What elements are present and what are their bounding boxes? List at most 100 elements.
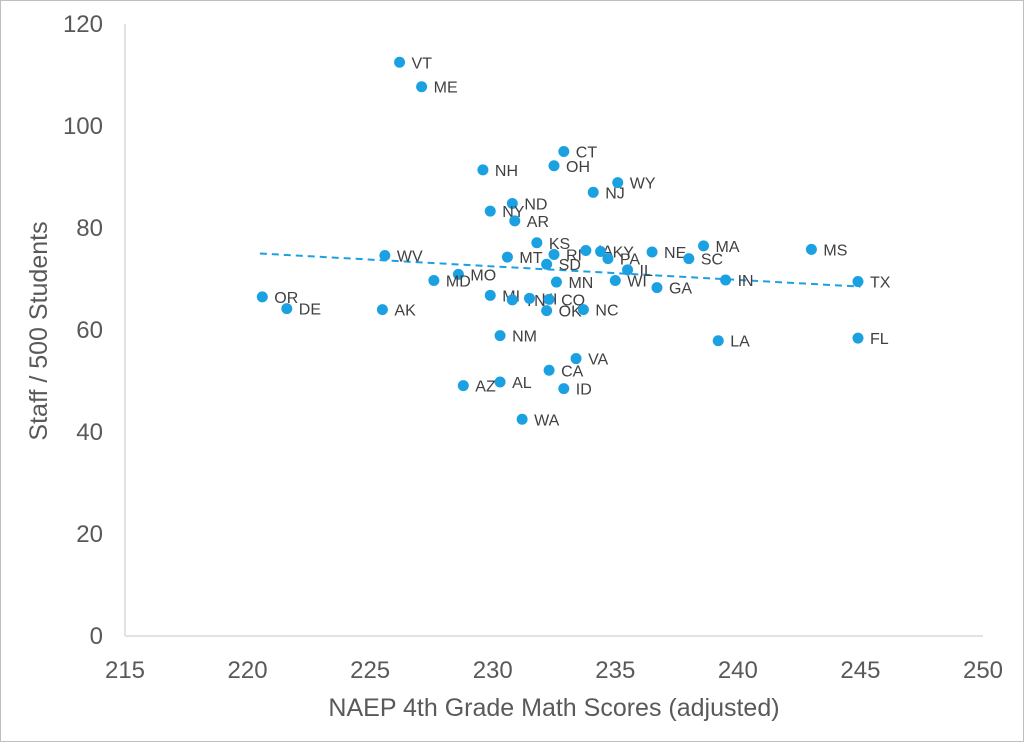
point-label: ND (524, 197, 547, 214)
data-point (558, 146, 570, 157)
data-points: VTMECTOHNHWYNJNDNYARKSMAMSRIIAKYNEWVMTPA… (256, 55, 891, 429)
data-point (550, 276, 562, 288)
data-point (651, 282, 663, 294)
data-point (577, 304, 589, 316)
point-label: NH (495, 163, 518, 180)
x-tick-label: 220 (228, 657, 268, 684)
point-label: AZ (475, 379, 496, 396)
data-point (548, 249, 560, 261)
x-tick-label: 215 (105, 657, 145, 684)
point-label: AL (512, 375, 532, 392)
point-label: PA (620, 252, 640, 269)
data-point (609, 275, 621, 287)
point-label: NJ (605, 185, 625, 202)
x-tick-labels: 215 220 225 230 235 240 245 250 (105, 657, 1003, 684)
point-label: VT (412, 55, 433, 72)
data-point (376, 304, 388, 316)
data-point (683, 253, 695, 265)
data-point (580, 244, 592, 256)
point-label: IL (640, 263, 653, 280)
point-label: AR (527, 214, 549, 231)
data-point (523, 292, 535, 304)
data-point (416, 81, 428, 93)
point-label: MD (446, 274, 471, 291)
point-label: MN (568, 275, 593, 292)
point-label: DE (299, 302, 321, 319)
point-label: NY (502, 204, 525, 221)
point-label: OK (559, 304, 582, 321)
point-label: MA (716, 239, 740, 256)
y-axis-title: Staff / 500 Students (25, 221, 53, 440)
point-label: OH (566, 159, 590, 176)
data-point (484, 205, 496, 217)
x-tick-label: 240 (718, 657, 758, 684)
data-point (477, 164, 489, 176)
y-tick-labels: 0 20 40 60 80 100 120 (63, 11, 103, 650)
data-point (541, 258, 553, 270)
data-point (531, 237, 543, 249)
point-label: FL (870, 331, 889, 348)
data-point (720, 274, 732, 286)
data-point (543, 293, 555, 305)
data-point (558, 383, 570, 395)
data-point (595, 245, 607, 257)
data-point (394, 56, 406, 68)
point-label: LA (730, 334, 750, 351)
y-tick-label: 120 (63, 11, 103, 38)
y-tick-label: 100 (63, 113, 103, 140)
x-tick-label: 235 (595, 657, 635, 684)
point-label: ME (434, 80, 458, 97)
trendline (259, 252, 861, 288)
x-tick-label: 230 (473, 657, 513, 684)
point-label: OR (274, 290, 298, 307)
x-tick-label: 250 (963, 657, 1003, 684)
x-tick-label: 225 (350, 657, 390, 684)
point-label: WA (534, 412, 560, 429)
y-tick-label: 40 (76, 419, 103, 446)
point-label: MO (470, 267, 496, 284)
data-point (428, 275, 440, 287)
point-label: RI (566, 248, 582, 265)
data-point (602, 253, 614, 265)
y-tick-label: 80 (76, 215, 103, 242)
axes (124, 24, 983, 637)
point-label: WY (630, 176, 656, 193)
data-point (622, 264, 634, 276)
data-point (543, 364, 555, 376)
point-label: KS (549, 236, 570, 253)
data-point (646, 246, 658, 258)
data-point (256, 291, 268, 303)
data-point (548, 160, 560, 172)
y-tick-label: 60 (76, 317, 103, 344)
data-point (494, 330, 506, 342)
data-point (457, 380, 469, 392)
data-point (281, 303, 293, 315)
point-label: CT (576, 145, 598, 162)
point-label: KY (613, 244, 635, 261)
data-point (506, 294, 518, 306)
point-label: TX (870, 275, 891, 292)
y-tick-label: 0 (90, 623, 103, 650)
data-point (805, 243, 817, 255)
data-point (698, 240, 710, 252)
point-label: MS (823, 242, 847, 259)
point-label: AK (394, 303, 416, 320)
data-point (516, 413, 528, 425)
point-label: NM (512, 329, 537, 346)
point-label: CO (561, 292, 585, 309)
point-label: WI (627, 274, 647, 291)
data-point (541, 305, 553, 317)
data-point (852, 276, 864, 288)
data-point (494, 376, 506, 388)
data-point (612, 177, 624, 189)
point-label: NC (595, 303, 618, 320)
data-point (379, 250, 391, 262)
data-point (587, 186, 599, 198)
data-point (509, 215, 521, 227)
data-point (501, 251, 513, 263)
point-label: WV (397, 249, 423, 266)
data-point (852, 332, 864, 344)
data-point (506, 198, 518, 210)
